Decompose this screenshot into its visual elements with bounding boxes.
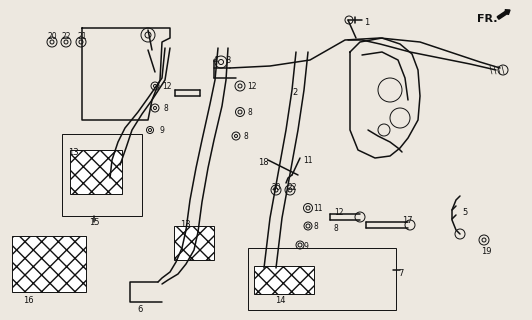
Text: 11: 11 [313,204,322,213]
Text: 6: 6 [137,305,143,314]
Text: 7: 7 [398,269,403,278]
Text: 22: 22 [287,183,296,192]
Text: 20: 20 [48,32,57,41]
Text: 22: 22 [62,32,71,41]
FancyArrow shape [497,10,510,19]
Text: 8: 8 [334,224,339,233]
Text: 8: 8 [313,222,318,231]
Text: 18: 18 [258,158,269,167]
Text: 19: 19 [481,247,492,256]
Text: 13: 13 [68,148,79,157]
Text: 12: 12 [247,82,256,91]
Text: 9: 9 [303,242,308,251]
Text: 11: 11 [303,156,312,165]
Text: 3: 3 [225,56,230,65]
FancyBboxPatch shape [70,150,122,194]
Text: 17: 17 [402,216,413,225]
FancyBboxPatch shape [174,226,214,260]
Text: 21: 21 [77,32,87,41]
Text: 8: 8 [163,104,168,113]
Text: 16: 16 [23,296,34,305]
FancyBboxPatch shape [12,236,86,292]
Text: 4: 4 [213,56,218,65]
Text: 2: 2 [292,88,297,97]
Text: 12: 12 [162,82,171,91]
Text: FR.: FR. [477,14,497,24]
Text: 5: 5 [462,208,467,217]
Text: 8: 8 [244,132,249,141]
Text: 20: 20 [272,183,281,192]
Text: 14: 14 [275,296,285,305]
Text: 12: 12 [334,208,344,217]
Text: 13: 13 [180,220,190,229]
FancyBboxPatch shape [254,266,314,294]
Text: 8: 8 [247,108,252,117]
Text: 15: 15 [89,218,99,227]
Text: 9: 9 [160,126,165,135]
Text: 1: 1 [364,18,369,27]
